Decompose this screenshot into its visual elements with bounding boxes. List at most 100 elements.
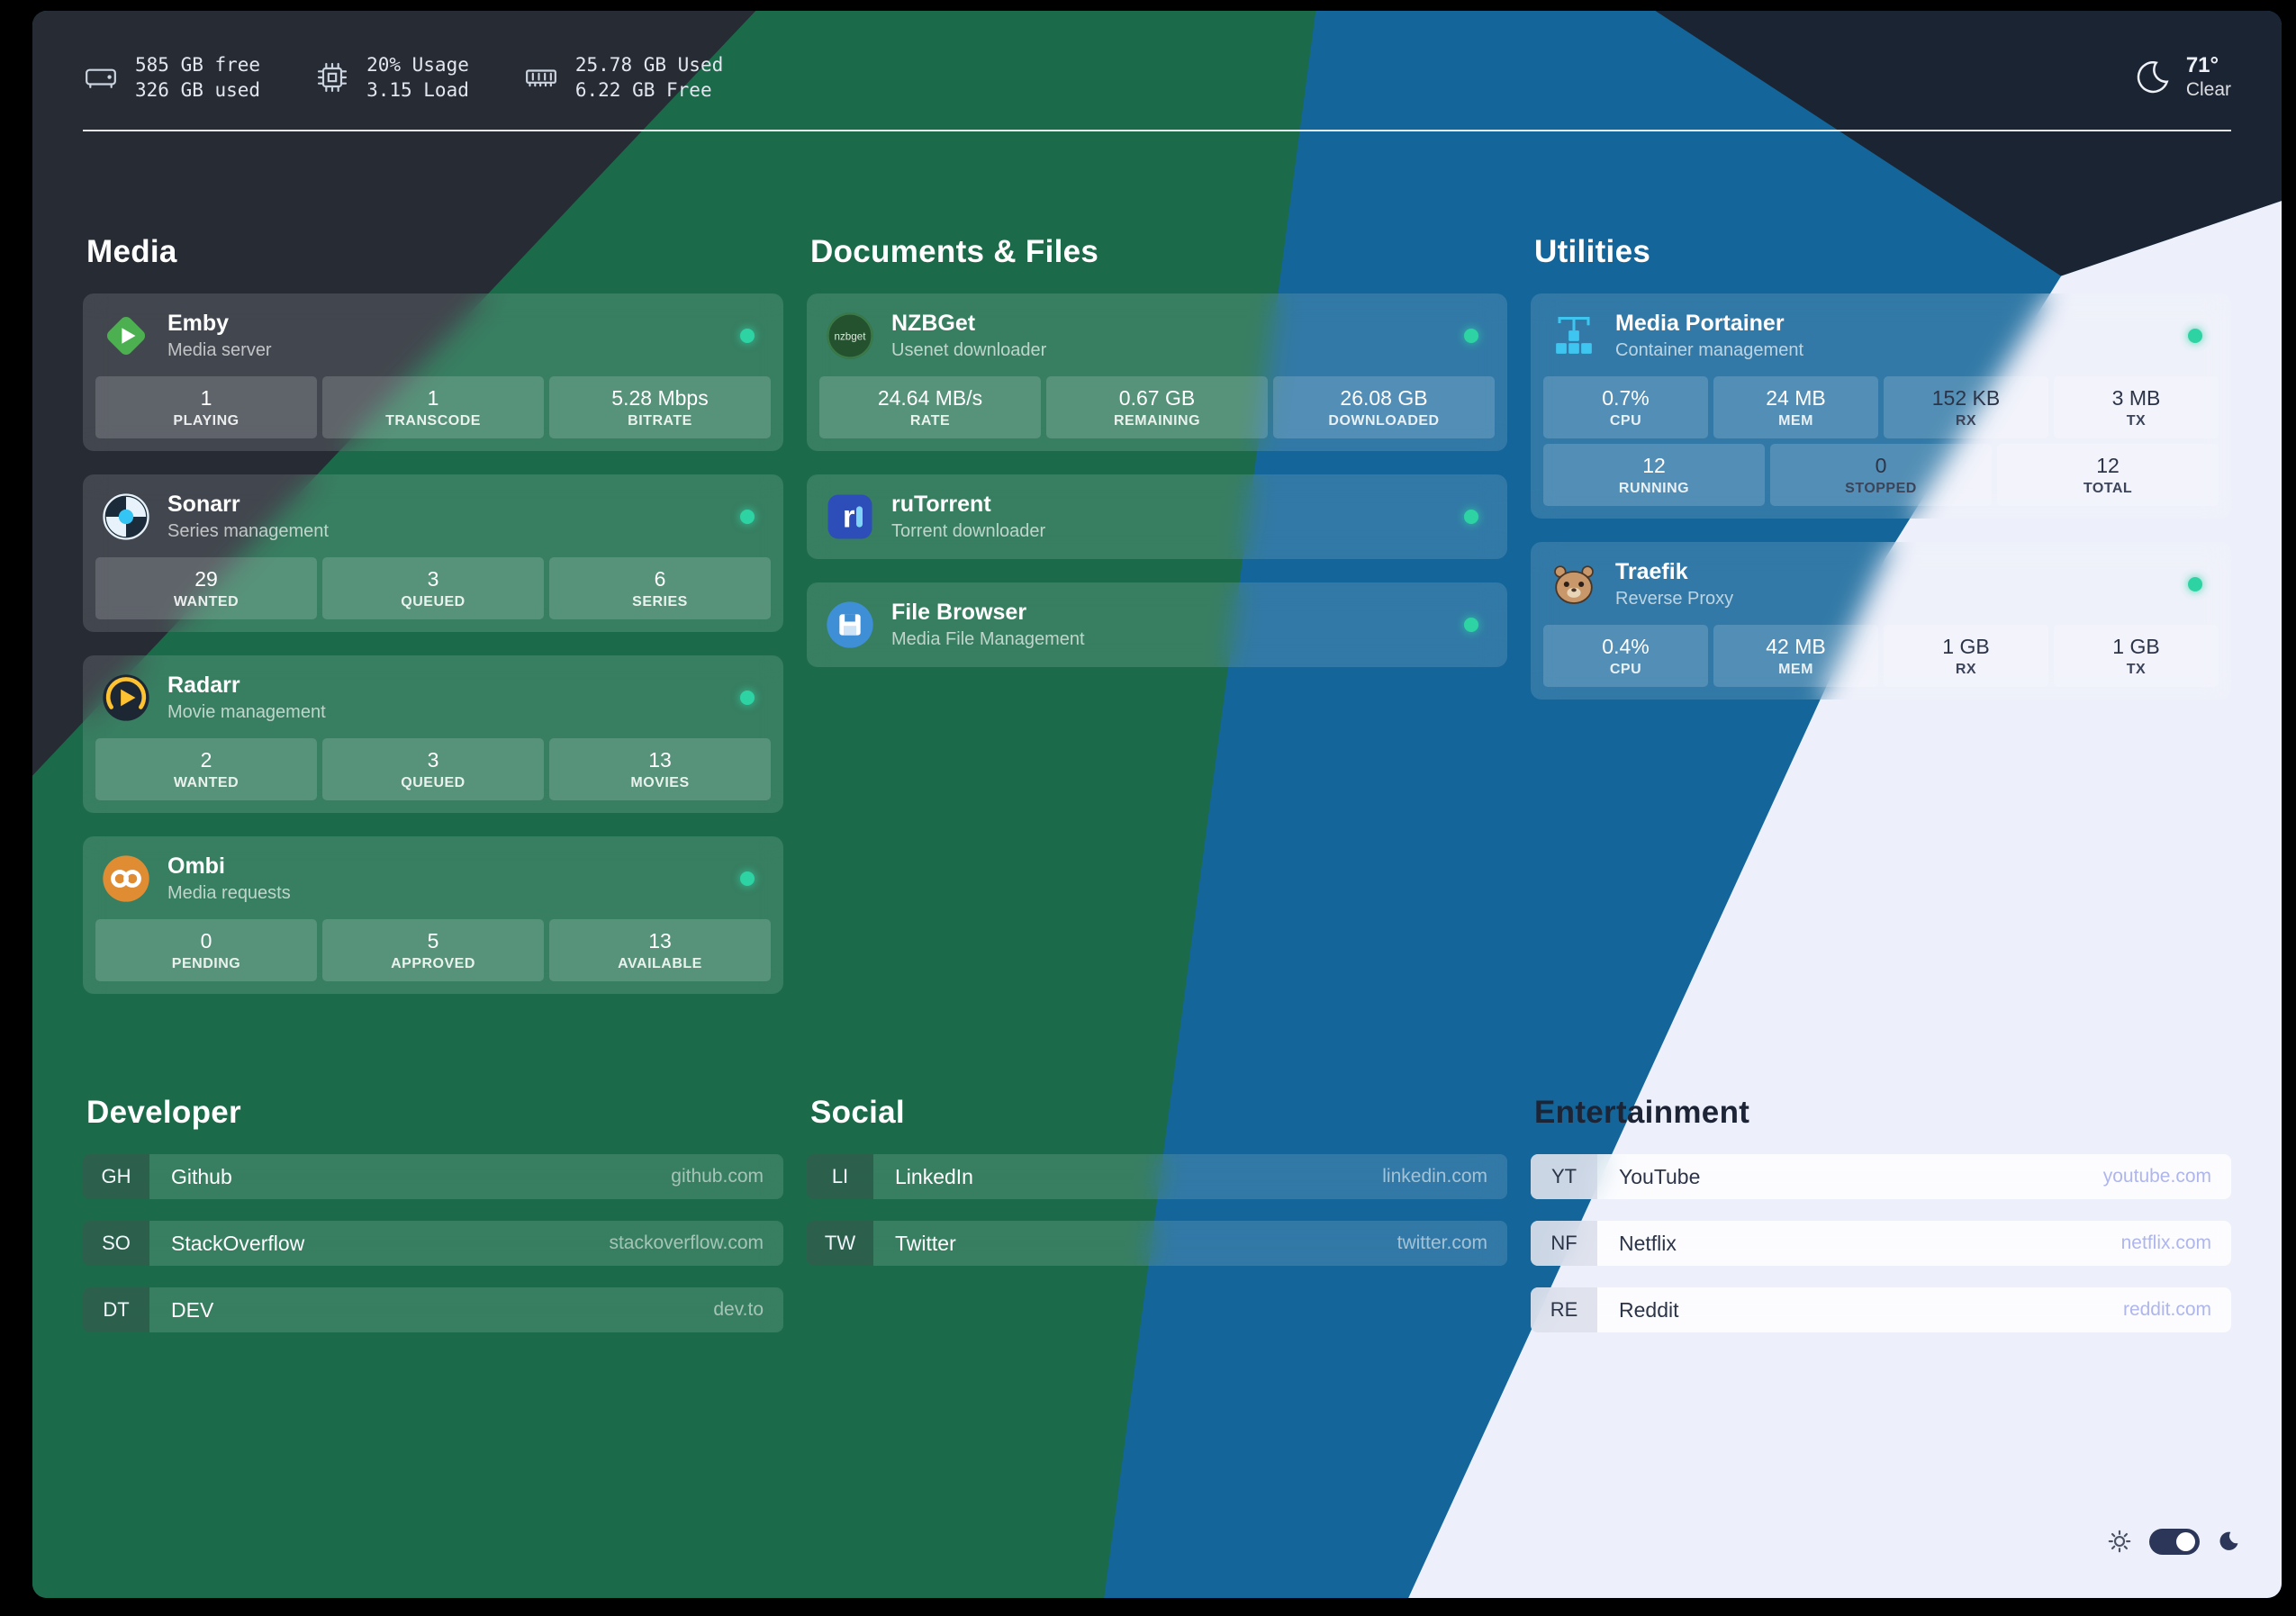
- disk-used: 326 GB used: [135, 79, 261, 101]
- theme-toggle: [2106, 1528, 2240, 1555]
- stat-mem: 42 MB MEM: [1713, 625, 1878, 687]
- memory-icon: [523, 59, 559, 95]
- service-description: Usenet downloader: [891, 340, 1047, 360]
- status-dot: [740, 510, 755, 524]
- bookmark-twitter[interactable]: TW Twitter twitter.com: [807, 1221, 1507, 1266]
- bookmark-linkedin[interactable]: LI LinkedIn linkedin.com: [807, 1154, 1507, 1199]
- memory-free: 6.22 GB Free: [574, 79, 712, 101]
- bookmark-name: StackOverflow: [171, 1231, 305, 1255]
- bookmark-abbr: YT: [1531, 1154, 1597, 1199]
- group-documents-files: Documents & Files nzbget NZBGet: [807, 221, 1507, 1017]
- bookmark-url: reddit.com: [2122, 1299, 2211, 1320]
- service-card-traefik[interactable]: Traefik Reverse Proxy 0.4% CPU 42 MB MEM: [1531, 542, 2231, 700]
- bookmark-name: Reddit: [1619, 1297, 1679, 1322]
- moon-icon: [2130, 57, 2172, 98]
- bookmark-group-social: Social LI LinkedIn linkedin.com TW Twitt…: [807, 1082, 1507, 1354]
- stat-tx: 1 GB TX: [2054, 625, 2219, 687]
- weather-condition: Clear: [2185, 79, 2231, 100]
- service-description: Torrent downloader: [891, 521, 1046, 541]
- radarr-icon: [101, 673, 151, 723]
- filebrowser-icon: [825, 600, 875, 650]
- group-utilities: Utilities: [1531, 221, 2231, 1017]
- cpu-load: 3.15 Load: [366, 79, 469, 101]
- stat-rate: 24.64 MB/s RATE: [819, 376, 1041, 438]
- stat-playing: 1 PLAYING: [95, 376, 317, 438]
- bookmark-url: twitter.com: [1397, 1232, 1487, 1253]
- stat-wanted: 2 WANTED: [95, 738, 317, 800]
- service-card-sonarr[interactable]: Sonarr Series management 29 WANTED 3 QUE…: [83, 474, 783, 632]
- bookmark-abbr: DT: [83, 1287, 149, 1332]
- stat-cpu: 0.7% CPU: [1543, 376, 1708, 438]
- group-title: Social: [810, 1095, 905, 1130]
- service-description: Container management: [1615, 340, 1804, 360]
- service-card-nzbget[interactable]: nzbget NZBGet Usenet downloader 24.64 MB…: [807, 293, 1507, 451]
- bookmark-name: YouTube: [1619, 1164, 1701, 1188]
- status-dot: [2188, 329, 2202, 343]
- service-name: Radarr: [167, 673, 240, 698]
- bookmark-group-developer: Developer GH Github github.com SO StackO…: [83, 1082, 783, 1354]
- stat-approved: 5 APPROVED: [322, 919, 544, 981]
- bookmark-name: Netflix: [1619, 1231, 1677, 1255]
- bookmark-youtube[interactable]: YT YouTube youtube.com: [1531, 1154, 2231, 1199]
- service-name: Ombi: [167, 853, 225, 879]
- sun-icon[interactable]: [2106, 1528, 2133, 1555]
- resource-widgets: 585 GB free 326 GB used 20% Usage: [83, 52, 723, 103]
- service-card-ombi[interactable]: Ombi Media requests 0 PENDING 5 APPROVED: [83, 836, 783, 994]
- emby-icon: [101, 311, 151, 361]
- theme-switch-knob: [2176, 1531, 2195, 1551]
- theme-switch[interactable]: [2149, 1528, 2200, 1555]
- dashboard: 585 GB free 326 GB used 20% Usage: [32, 11, 2282, 1598]
- stat-available: 13 AVAILABLE: [549, 919, 771, 981]
- service-description: Movie management: [167, 702, 326, 722]
- service-name: File Browser: [891, 600, 1027, 625]
- service-card-filebrowser[interactable]: File Browser Media File Management: [807, 582, 1507, 667]
- service-name: Traefik: [1615, 559, 1688, 584]
- bookmark-name: Github: [171, 1164, 232, 1188]
- service-card-media-portainer[interactable]: Media Portainer Container management 0.7…: [1531, 293, 2231, 519]
- status-dot: [740, 691, 755, 705]
- cpu-usage: 20% Usage: [366, 54, 469, 76]
- sonarr-icon: [101, 492, 151, 542]
- cpu-widget: 20% Usage 3.15 Load: [314, 52, 469, 103]
- svg-text:r: r: [843, 500, 855, 535]
- disk-icon: [83, 59, 119, 95]
- bookmark-group-entertainment: Entertainment YT YouTube youtube.com NF …: [1531, 1082, 2231, 1354]
- service-card-rutorrent[interactable]: r ruTorrent Torrent downloader: [807, 474, 1507, 559]
- stat-queued: 3 QUEUED: [322, 738, 544, 800]
- service-groups: Media Emby Media server: [68, 221, 2246, 1017]
- status-dot: [740, 329, 755, 343]
- bookmark-reddit[interactable]: RE Reddit reddit.com: [1531, 1287, 2231, 1332]
- group-title: Entertainment: [1534, 1095, 1750, 1130]
- stat-queued: 3 QUEUED: [322, 557, 544, 619]
- stat-series: 6 SERIES: [549, 557, 771, 619]
- stat-rx: 152 KB RX: [1884, 376, 2048, 438]
- service-card-radarr[interactable]: Radarr Movie management 2 WANTED 3 QUEUE…: [83, 655, 783, 813]
- bookmark-abbr: RE: [1531, 1287, 1597, 1332]
- bookmark-dev[interactable]: DT DEV dev.to: [83, 1287, 783, 1332]
- traefik-icon: [1549, 559, 1599, 609]
- svg-text:nzbget: nzbget: [835, 331, 867, 343]
- bookmark-github[interactable]: GH Github github.com: [83, 1154, 783, 1199]
- status-dot: [740, 871, 755, 886]
- service-description: Media requests: [167, 883, 291, 903]
- weather-temperature: 71°: [2185, 53, 2219, 77]
- nzbget-icon: nzbget: [825, 311, 875, 361]
- bookmark-url: stackoverflow.com: [609, 1232, 764, 1253]
- service-description: Media File Management: [891, 629, 1085, 649]
- service-card-emby[interactable]: Emby Media server 1 PLAYING 1 TRANSCODE: [83, 293, 783, 451]
- bookmark-netflix[interactable]: NF Netflix netflix.com: [1531, 1221, 2231, 1266]
- status-dot: [2188, 577, 2202, 591]
- bookmark-stackoverflow[interactable]: SO StackOverflow stackoverflow.com: [83, 1221, 783, 1266]
- group-media: Media Emby Media server: [83, 221, 783, 1017]
- bookmark-url: dev.to: [713, 1299, 764, 1320]
- status-dot: [1464, 510, 1478, 524]
- ombi-icon: [101, 853, 151, 904]
- dark-moon-icon[interactable]: [2216, 1530, 2240, 1554]
- stat-pending: 0 PENDING: [95, 919, 317, 981]
- stat-cpu: 0.4% CPU: [1543, 625, 1708, 687]
- group-title: Documents & Files: [810, 234, 1099, 269]
- stat-remaining: 0.67 GB REMAINING: [1046, 376, 1268, 438]
- bookmark-url: netflix.com: [2120, 1232, 2211, 1253]
- weather-widget: 71° Clear: [2130, 53, 2231, 102]
- stat-stopped: 0 STOPPED: [1770, 444, 1992, 506]
